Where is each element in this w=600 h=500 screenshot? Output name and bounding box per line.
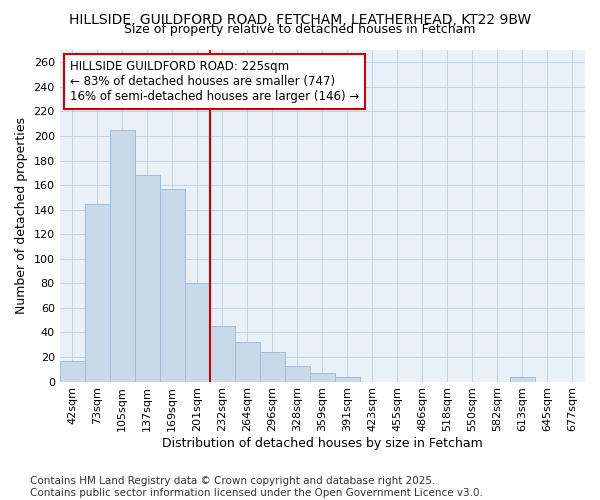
Bar [335,376,360,382]
Bar [185,284,210,382]
Y-axis label: Number of detached properties: Number of detached properties [15,118,28,314]
Bar [235,342,260,382]
Bar [160,189,185,382]
Bar [260,352,285,382]
Bar [59,360,85,382]
Bar [310,373,335,382]
Bar [510,376,535,382]
Text: HILLSIDE GUILDFORD ROAD: 225sqm
← 83% of detached houses are smaller (747)
16% o: HILLSIDE GUILDFORD ROAD: 225sqm ← 83% of… [70,60,359,103]
Bar [135,176,160,382]
X-axis label: Distribution of detached houses by size in Fetcham: Distribution of detached houses by size … [162,437,483,450]
Bar [210,326,235,382]
Text: Contains HM Land Registry data © Crown copyright and database right 2025.
Contai: Contains HM Land Registry data © Crown c… [30,476,483,498]
Bar [85,204,110,382]
Bar [285,366,310,382]
Text: HILLSIDE, GUILDFORD ROAD, FETCHAM, LEATHERHEAD, KT22 9BW: HILLSIDE, GUILDFORD ROAD, FETCHAM, LEATH… [69,12,531,26]
Text: Size of property relative to detached houses in Fetcham: Size of property relative to detached ho… [124,22,476,36]
Bar [110,130,135,382]
